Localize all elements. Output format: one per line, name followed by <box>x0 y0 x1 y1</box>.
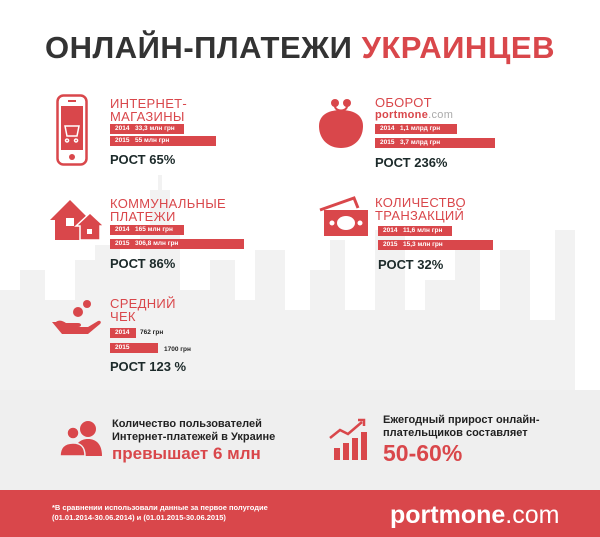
growth-label: РОСТ 65% <box>110 152 176 167</box>
bar-2015: 2015 3,7 млрд грн <box>375 138 495 148</box>
hand-coins-icon <box>52 300 101 334</box>
banknotes-icon <box>319 196 368 236</box>
bar-2014: 2014 1,1 млрд грн <box>375 124 457 134</box>
bottom-band <box>0 390 600 490</box>
houses-icon <box>50 200 106 241</box>
growth-label: РОСТ 32% <box>378 257 444 272</box>
section-title-transactions: КОЛИЧЕСТВО ТРАНЗАКЦИЙ <box>375 195 466 223</box>
section-title-average-check: СРЕДНИЙ ЧЕК <box>110 296 176 324</box>
users-icon <box>60 421 102 456</box>
purse-icon <box>319 99 363 148</box>
bar-2015: 2015 306,8 млн грн <box>110 239 244 249</box>
bar-2015-value: 1700 грн <box>164 346 191 353</box>
growth-label: РОСТ 123 % <box>110 359 187 374</box>
bar-2015: 2015 15,3 млн грн <box>378 240 493 250</box>
section-title-utilities: КОММУНАЛЬНЫЕ ПЛАТЕЖИ <box>110 196 227 224</box>
growth-label: РОСТ 86% <box>110 256 176 271</box>
title-part2: УКРАИНЦЕВ <box>361 30 555 65</box>
title-part1: ОНЛАЙН-ПЛАТЕЖИ <box>45 30 353 65</box>
bar-2015: 2015 55 млн грн <box>110 136 216 146</box>
bar-2014: 2014 11,6 млн грн <box>378 226 452 236</box>
bar-2014: 2014 33,3 млн грн <box>110 124 184 134</box>
footer <box>0 490 600 537</box>
section-title-internet-shops: ИНТЕРНЕТ- МАГАЗИНЫ <box>110 96 188 124</box>
bar-2014: 2014 165 млн грн <box>110 225 184 235</box>
city-skyline-background <box>0 175 575 390</box>
page-title: ОНЛАЙН-ПЛАТЕЖИ УКРАИНЦЕВ <box>0 30 600 66</box>
bar-2015: 2015 <box>110 343 158 353</box>
growth-chart-icon <box>329 418 367 460</box>
users-stat: Количество пользователей Интернет-платеж… <box>112 418 276 463</box>
smartphone-cart-icon <box>56 94 88 166</box>
section-title-turnover: ОБОРОТ portmone.com <box>375 95 454 121</box>
bar-2014: 2014 <box>110 328 136 338</box>
growth-stat: Ежегодный прирост онлайн- плательщиков с… <box>383 414 540 466</box>
portmone-logo[interactable]: portmone.com <box>390 501 560 529</box>
footnote: *В сравнении использовали данные за перв… <box>52 503 268 522</box>
growth-label: РОСТ 236% <box>375 155 448 170</box>
bar-2014-value: 762 грн <box>140 329 164 336</box>
